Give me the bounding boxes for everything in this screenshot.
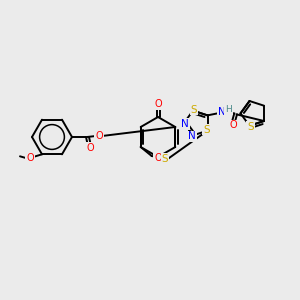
Text: O: O	[229, 120, 237, 130]
Text: H: H	[225, 105, 232, 114]
Text: O: O	[86, 143, 94, 153]
Text: O: O	[95, 131, 103, 141]
Text: S: S	[161, 154, 168, 164]
Text: S: S	[247, 122, 254, 132]
Text: N: N	[188, 131, 196, 141]
Text: O: O	[154, 153, 162, 163]
Text: S: S	[203, 124, 210, 135]
Text: O: O	[154, 99, 162, 109]
Text: O: O	[26, 153, 34, 163]
Text: N: N	[218, 107, 225, 117]
Text: N: N	[181, 119, 189, 129]
Text: S: S	[191, 105, 197, 115]
